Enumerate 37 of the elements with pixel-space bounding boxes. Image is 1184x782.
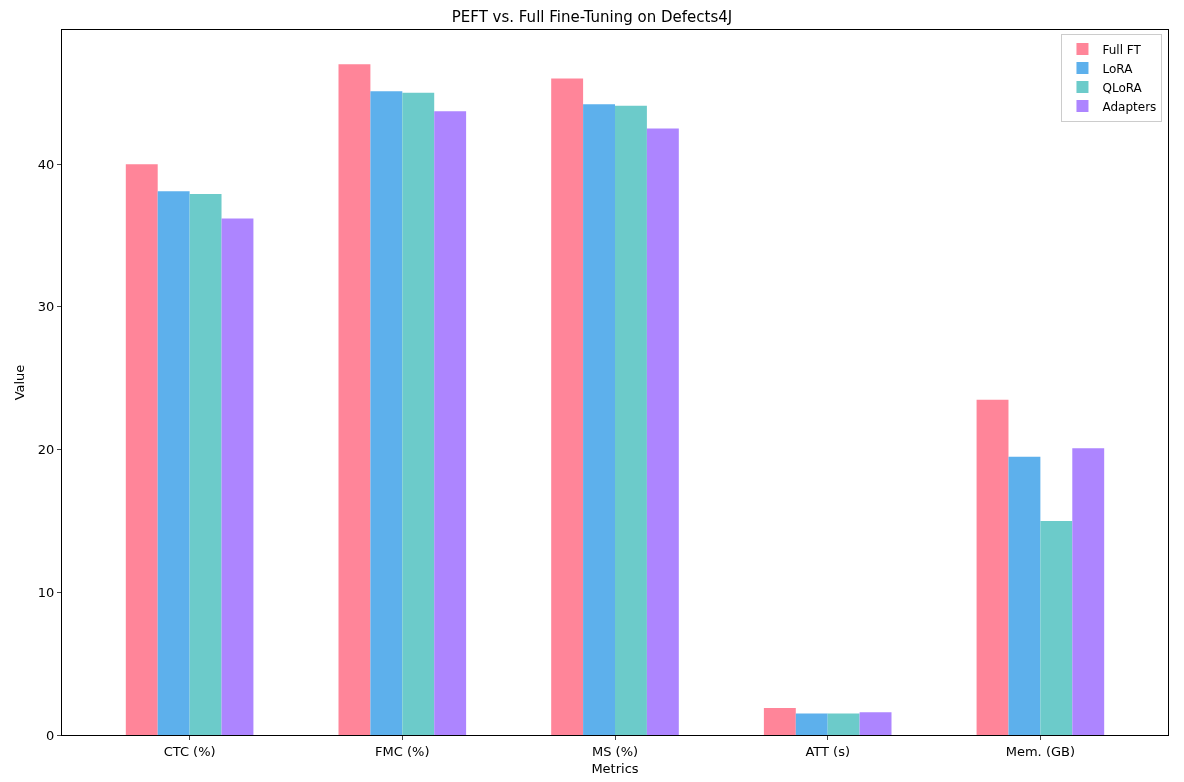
legend-label: LoRA (1102, 61, 1134, 76)
y-tick-label: 30 (37, 299, 55, 315)
bar (157, 191, 190, 735)
bar (763, 707, 796, 735)
bar (859, 712, 892, 735)
bar (189, 194, 222, 735)
x-tick-label: CTC (%) (163, 743, 216, 759)
bar (827, 713, 860, 735)
bar (1008, 456, 1041, 735)
y-axis-title: Value (11, 364, 27, 401)
x-tick-label: MS (%) (591, 743, 639, 759)
legend-label: Adapters (1102, 99, 1157, 114)
x-tick-label: Mem. (GB) (1005, 743, 1076, 759)
x-tick-label: ATT (s) (805, 743, 850, 759)
y-tick-label: 0 (46, 727, 55, 743)
bar (221, 218, 254, 735)
legend-label: QLoRA (1102, 80, 1143, 95)
x-axis-title: Metrics (591, 761, 639, 777)
bar (976, 399, 1009, 735)
bar (125, 164, 158, 735)
bar (583, 104, 615, 735)
y-tick-label: 40 (37, 156, 55, 172)
bar (402, 92, 435, 735)
chart-title: PEFT vs. Full Fine-Tuning on Defects4J (451, 8, 733, 27)
bar (370, 91, 403, 735)
y-tick-label: 20 (37, 442, 55, 458)
bar (338, 64, 371, 735)
bar (1040, 520, 1073, 735)
legend-label: Full FT (1102, 42, 1142, 57)
bar (646, 128, 679, 735)
bar (551, 78, 584, 735)
bar (795, 713, 828, 735)
bar (1072, 448, 1105, 735)
bar (615, 105, 647, 735)
x-tick-label: FMC (%) (375, 743, 430, 759)
bar (434, 111, 467, 735)
y-tick-label: 10 (37, 584, 55, 600)
